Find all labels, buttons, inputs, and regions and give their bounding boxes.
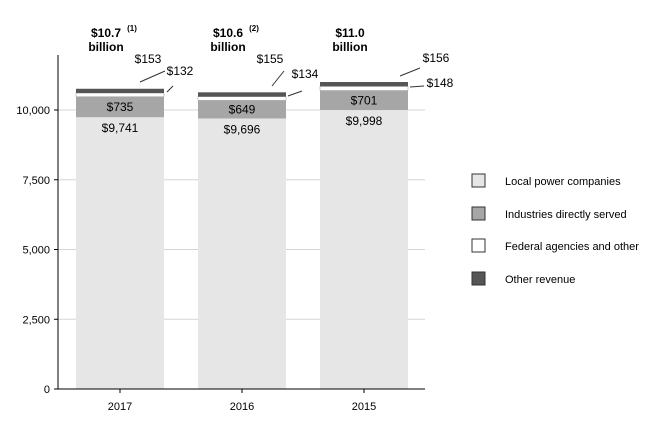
data-label-industries: $649 bbox=[229, 102, 256, 116]
bar-segment-2016-1 bbox=[198, 100, 286, 119]
bar-segment-2016-3 bbox=[198, 92, 286, 97]
bar-segment-2017-3 bbox=[76, 88, 164, 94]
data-label-other-revenue: $155 bbox=[257, 52, 284, 66]
legend-label: Local power companies bbox=[505, 176, 621, 188]
total-footnote: (1) bbox=[127, 24, 137, 33]
legend-swatch-3 bbox=[471, 271, 486, 286]
data-label-federal: $132 bbox=[167, 64, 194, 78]
callout-line-other bbox=[399, 67, 421, 77]
bar-segment-2016-0 bbox=[198, 118, 286, 389]
bar-segment-2015-2 bbox=[319, 86, 409, 91]
total-unit: billion bbox=[332, 40, 367, 54]
total-value: $11.0 bbox=[335, 26, 365, 40]
total-value: $10.6 bbox=[213, 26, 243, 40]
data-label-federal: $148 bbox=[427, 76, 454, 90]
data-label-federal: $134 bbox=[292, 67, 319, 81]
bar-segment-2017-1 bbox=[76, 96, 164, 118]
callout-line-federal bbox=[409, 85, 425, 88]
data-label-local-power: $9,741 bbox=[102, 121, 139, 135]
data-label-local-power: $9,998 bbox=[346, 114, 383, 128]
x-tick-label: 2015 bbox=[352, 401, 376, 413]
total-footnote: (2) bbox=[249, 24, 259, 33]
y-tick-label: 0 bbox=[44, 384, 50, 396]
data-label-other-revenue: $156 bbox=[423, 51, 450, 65]
callout-line-other bbox=[271, 70, 285, 87]
y-tick-label: 5,000 bbox=[22, 245, 50, 257]
bar-segment-2017-0 bbox=[76, 117, 164, 389]
bar-segment-2015-0 bbox=[320, 110, 408, 390]
legend-swatch-0 bbox=[471, 173, 486, 188]
bar-segment-2015-1 bbox=[320, 90, 408, 111]
data-label-local-power: $9,696 bbox=[224, 122, 261, 136]
callout-line-other bbox=[139, 70, 166, 83]
total-unit: billion bbox=[210, 40, 245, 54]
total-value: $10.7 bbox=[91, 26, 121, 40]
x-tick-label: 2016 bbox=[230, 401, 254, 413]
legend-label: Federal agencies and other bbox=[505, 241, 639, 253]
data-label-other-revenue: $153 bbox=[135, 52, 162, 66]
bar-segment-2015-3 bbox=[320, 82, 408, 87]
data-label-industries: $735 bbox=[107, 100, 134, 114]
y-tick-label: 10,000 bbox=[16, 105, 50, 117]
legend-label: Other revenue bbox=[505, 274, 575, 286]
bar-segment-2017-2 bbox=[75, 92, 165, 98]
legend-swatch-1 bbox=[471, 206, 486, 221]
x-tick-label: 2017 bbox=[108, 401, 132, 413]
bar-segment-2016-2 bbox=[197, 96, 287, 101]
legend-label: Industries directly served bbox=[505, 209, 627, 221]
total-unit: billion bbox=[88, 40, 123, 54]
y-tick-label: 2,500 bbox=[22, 314, 50, 326]
callout-line-federal bbox=[166, 85, 174, 93]
legend-swatch-2 bbox=[471, 238, 486, 253]
data-label-industries: $701 bbox=[351, 93, 378, 107]
y-tick-label: 7,500 bbox=[22, 175, 50, 187]
callout-line-federal bbox=[287, 90, 303, 97]
